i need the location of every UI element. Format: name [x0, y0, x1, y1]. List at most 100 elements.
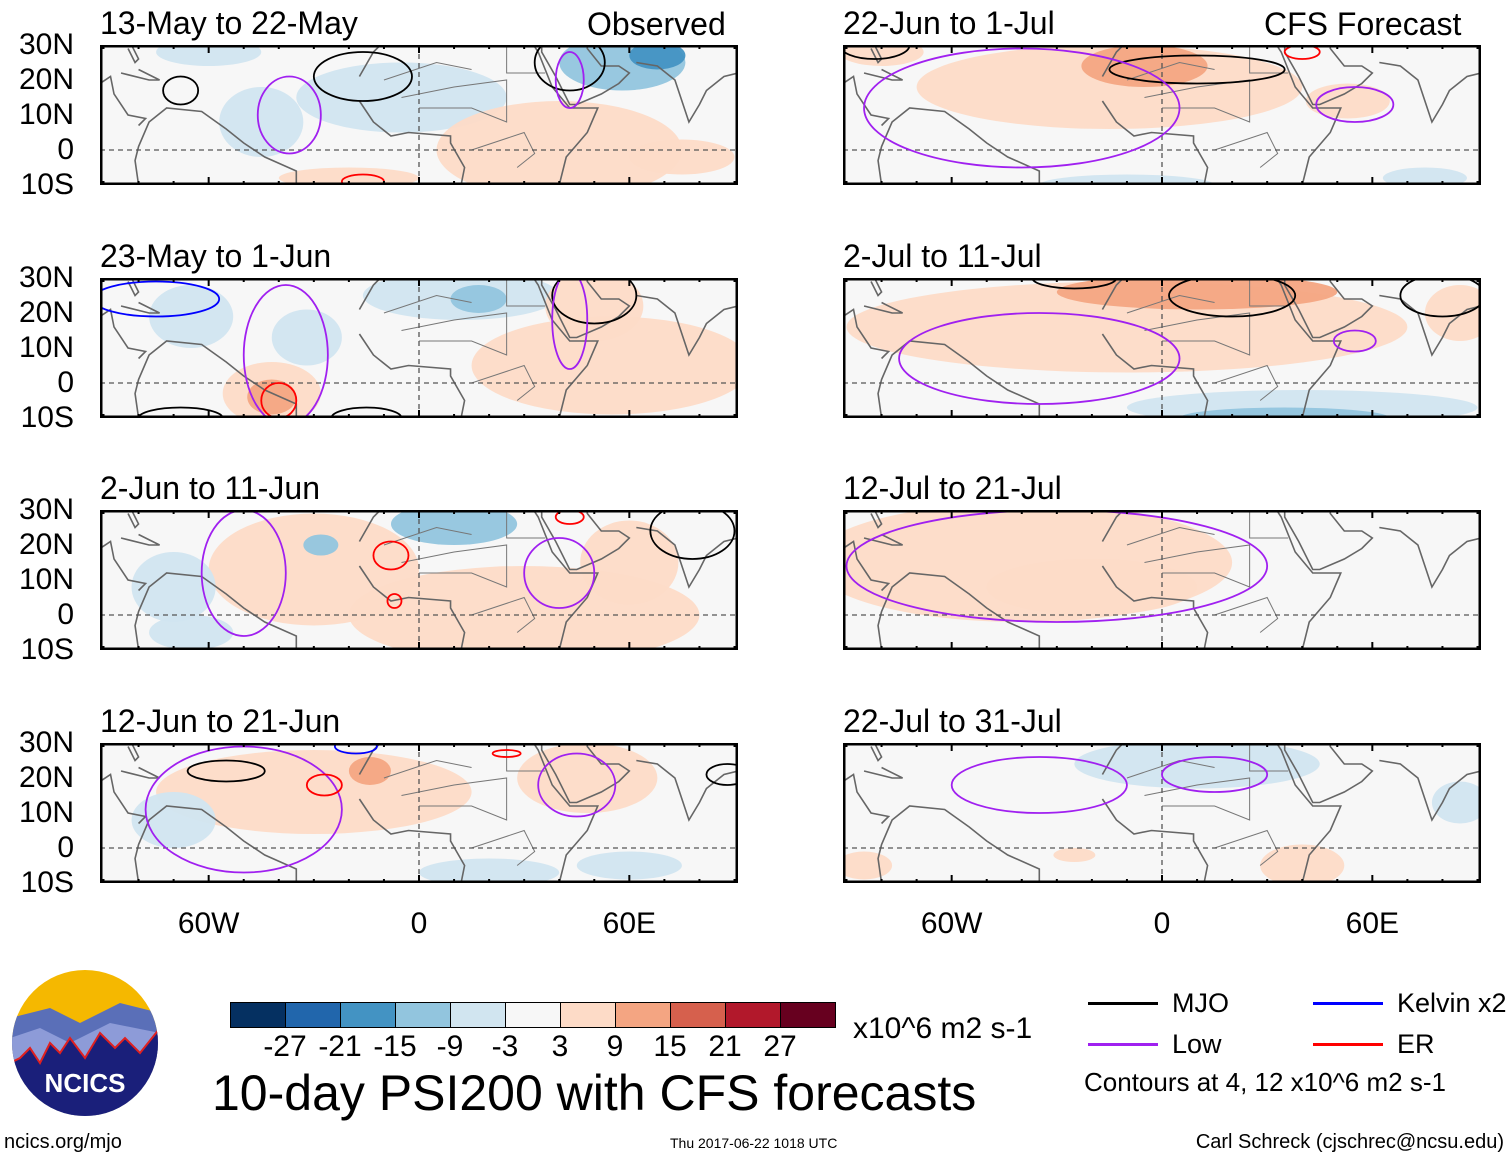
lat-tick-label: 10S — [20, 866, 74, 900]
anomaly-shading — [1382, 167, 1467, 185]
colorbar — [230, 1002, 836, 1028]
anomaly-shading — [450, 284, 507, 313]
legend-item: MJO — [1088, 988, 1229, 1019]
coastline — [1379, 510, 1481, 590]
lat-tick-label: 0 — [57, 598, 74, 632]
coastline — [636, 743, 738, 822]
legend-label: MJO — [1172, 988, 1229, 1018]
country-border — [383, 294, 472, 314]
country-border — [1144, 79, 1251, 123]
legend-label: Kelvin x2 — [1397, 988, 1507, 1018]
panel-title: 22-Jul to 31-Jul — [843, 703, 1062, 740]
anomaly-shading — [419, 858, 560, 884]
source-url[interactable]: ncics.org/mjo — [4, 1131, 122, 1153]
coastline — [127, 510, 140, 530]
lat-tick-label: 10N — [18, 330, 74, 364]
map-svg — [843, 743, 1481, 884]
low-contour — [242, 283, 329, 418]
coastline — [540, 45, 631, 106]
coastline — [1101, 277, 1342, 418]
coastline — [358, 743, 599, 884]
colorbar-swatch — [671, 1003, 726, 1027]
map-svg — [843, 510, 1481, 651]
colorbar-tick-label: 3 — [551, 1030, 569, 1063]
lat-tick-label: 20N — [18, 761, 74, 795]
country-border — [401, 777, 508, 821]
coastline — [120, 534, 160, 547]
coastline — [100, 277, 148, 359]
coastline — [1283, 45, 1374, 106]
panel-title: 2-Jun to 11-Jun — [100, 470, 320, 507]
lon-tick-label: 60E — [1345, 907, 1400, 941]
lon-tick-label: 60W — [177, 907, 240, 941]
country-border — [1249, 510, 1289, 539]
low-contour — [537, 752, 617, 818]
low-contour — [845, 510, 1269, 624]
map-frame — [100, 45, 738, 185]
er-contour — [372, 540, 410, 571]
coastline — [358, 510, 599, 651]
country-border — [1126, 294, 1215, 314]
er-contour — [1283, 45, 1321, 60]
coastline — [870, 510, 883, 530]
colorbar-tick-label: -9 — [436, 1030, 464, 1063]
legend-line-swatch — [1313, 1043, 1383, 1046]
panel-title: 12-Jun to 21-Jun — [100, 703, 341, 740]
country-border — [471, 829, 536, 866]
contour-note: Contours at 4, 12 x10^6 m2 s-1 — [1084, 1067, 1446, 1097]
country-border — [401, 544, 508, 589]
mjo-contour — [186, 759, 266, 783]
coastline — [120, 766, 160, 779]
coastline — [540, 743, 631, 804]
coastline — [863, 766, 903, 779]
coastline — [863, 301, 903, 314]
colorbar-swatch — [561, 1003, 616, 1027]
lon-tick-label: 0 — [1153, 907, 1171, 941]
colorbar-tick-label: -27 — [263, 1030, 307, 1063]
coastline — [1379, 45, 1481, 124]
low-contour — [1315, 86, 1395, 123]
lon-tick-label: 0 — [410, 907, 428, 941]
anomaly-shading — [131, 792, 216, 849]
country-border — [506, 510, 546, 539]
anomaly-shading — [1260, 844, 1345, 884]
legend-item: Kelvin x2 — [1313, 988, 1507, 1019]
low-contour — [1332, 329, 1377, 353]
colorbar-swatch — [781, 1003, 835, 1027]
colorbar-tick-label: 21 — [708, 1030, 742, 1063]
anomaly-shading — [1039, 174, 1215, 185]
coastline — [877, 572, 1041, 651]
coastline — [843, 743, 891, 825]
map-panel — [843, 510, 1481, 651]
legend-item: Low — [1088, 1029, 1222, 1060]
coastline — [358, 45, 599, 185]
country-border — [401, 312, 508, 356]
author-credit: Carl Schreck (cjschrec@ncsu.edu) — [1195, 1131, 1504, 1153]
lat-tick-label: 10N — [18, 98, 74, 131]
coastline — [127, 45, 140, 64]
map-svg — [843, 277, 1481, 418]
anomaly-shading — [271, 309, 342, 366]
low-contour — [551, 277, 589, 370]
coastline — [636, 277, 738, 357]
country-border — [1126, 61, 1215, 81]
lat-tick-label: 0 — [57, 831, 74, 865]
panel-title: 13-May to 22-May — [100, 5, 358, 41]
lat-tick-label: 30N — [18, 493, 74, 527]
coastline — [843, 510, 891, 592]
colorbar-tick-label: 15 — [653, 1030, 687, 1063]
country-border — [1144, 544, 1251, 589]
mjo-contour — [1108, 54, 1286, 85]
map-frame — [843, 277, 1481, 418]
anomaly-shading — [149, 615, 234, 651]
mjo-contour — [137, 406, 224, 418]
country-border — [1214, 131, 1279, 168]
coastline — [100, 45, 148, 127]
map-panel — [843, 743, 1481, 884]
panel-title: 22-Jun to 1-Jul — [843, 5, 1055, 41]
lat-tick-label: 10S — [20, 633, 74, 667]
anomaly-shading — [1074, 743, 1320, 789]
legend-line-swatch — [1313, 1002, 1383, 1005]
colorbar-tick-label: 9 — [606, 1030, 624, 1063]
anomaly-shading — [576, 851, 682, 880]
